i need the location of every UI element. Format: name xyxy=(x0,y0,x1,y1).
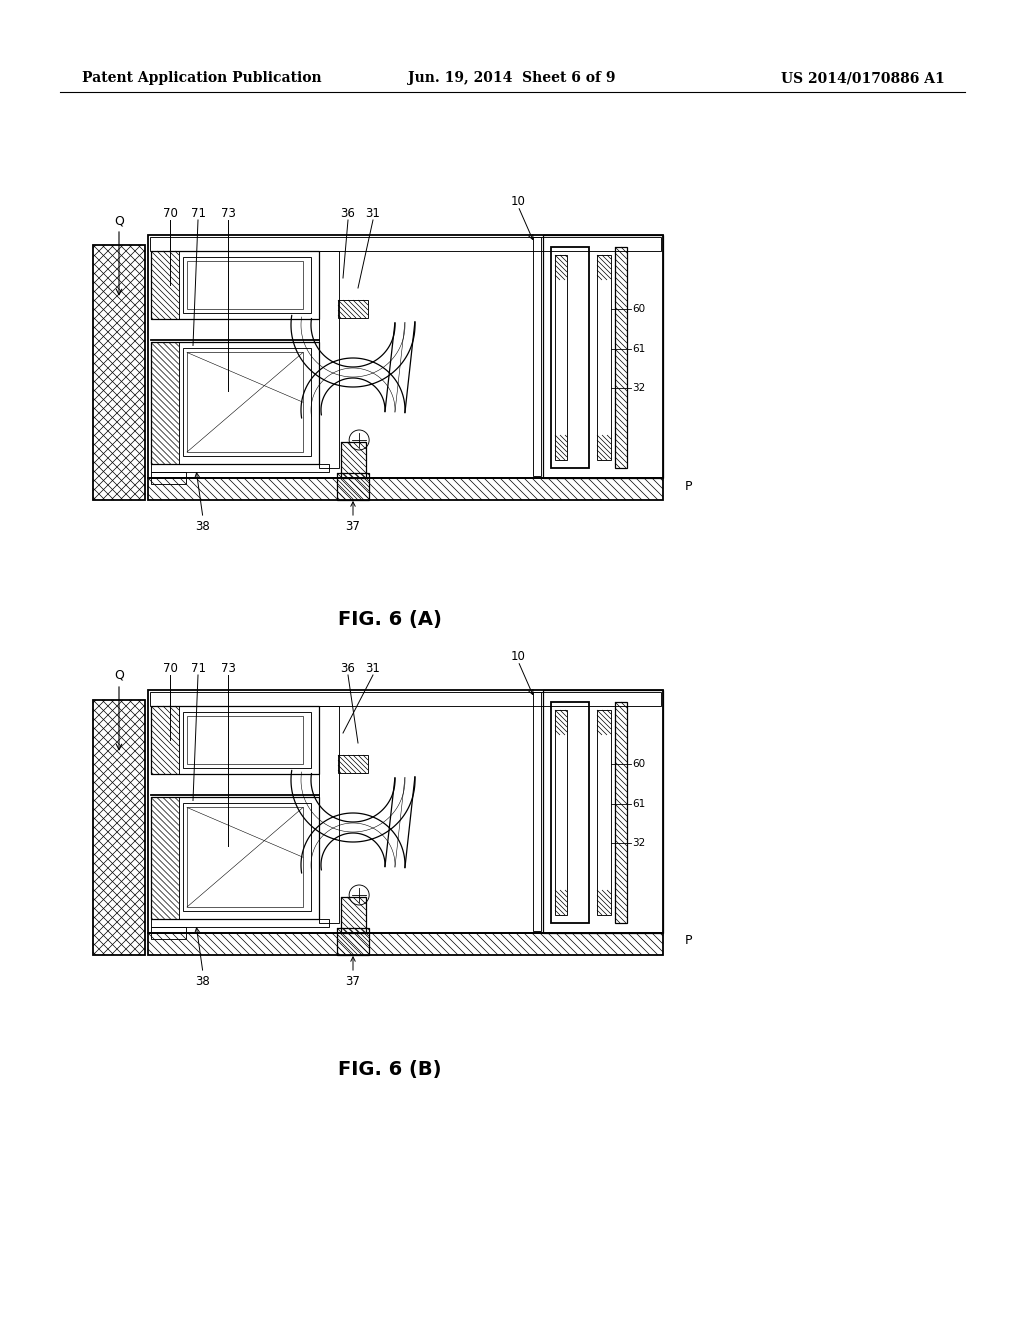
Text: 31: 31 xyxy=(366,207,381,220)
Bar xyxy=(187,261,303,309)
Bar xyxy=(151,919,329,927)
Bar xyxy=(187,808,303,907)
Bar xyxy=(93,700,145,954)
Bar xyxy=(148,235,663,478)
Text: 73: 73 xyxy=(220,207,236,220)
Bar xyxy=(555,255,567,459)
Bar xyxy=(151,342,179,465)
Text: FIG. 6 (A): FIG. 6 (A) xyxy=(338,610,442,630)
Bar xyxy=(338,300,368,318)
Bar xyxy=(534,692,541,931)
Bar xyxy=(597,255,611,459)
Text: FIG. 6 (B): FIG. 6 (B) xyxy=(338,1060,441,1080)
Bar xyxy=(319,251,339,469)
Bar xyxy=(151,706,319,774)
Bar xyxy=(148,933,663,954)
Text: 36: 36 xyxy=(341,207,355,220)
Text: P: P xyxy=(685,479,692,492)
Bar xyxy=(337,473,369,500)
Bar xyxy=(151,465,329,473)
Bar xyxy=(93,246,145,500)
Bar xyxy=(615,247,627,469)
Bar xyxy=(151,927,186,939)
Text: P: P xyxy=(685,935,692,948)
Bar xyxy=(150,692,662,706)
Text: Jun. 19, 2014  Sheet 6 of 9: Jun. 19, 2014 Sheet 6 of 9 xyxy=(409,71,615,84)
Text: 71: 71 xyxy=(190,663,206,675)
Text: 37: 37 xyxy=(345,520,360,533)
Bar xyxy=(183,348,311,455)
Text: Patent Application Publication: Patent Application Publication xyxy=(82,71,322,84)
Bar xyxy=(187,715,303,764)
Bar xyxy=(151,797,179,919)
Text: Q: Q xyxy=(114,669,124,682)
Text: 71: 71 xyxy=(190,207,206,220)
Bar xyxy=(337,928,369,954)
Bar xyxy=(183,711,311,768)
Text: 70: 70 xyxy=(163,663,177,675)
Bar xyxy=(151,706,179,774)
Text: 32: 32 xyxy=(632,838,645,849)
Bar xyxy=(187,352,303,451)
Bar xyxy=(534,238,541,477)
Text: 37: 37 xyxy=(345,975,360,987)
Bar xyxy=(183,804,311,911)
Text: Q: Q xyxy=(114,214,124,227)
Bar xyxy=(151,342,319,465)
Bar xyxy=(597,710,611,915)
Bar xyxy=(183,257,311,313)
Text: 10: 10 xyxy=(511,195,525,209)
Bar xyxy=(151,251,319,319)
Bar xyxy=(148,478,663,500)
Bar xyxy=(319,706,339,923)
Bar xyxy=(551,702,589,923)
Text: 60: 60 xyxy=(632,304,645,314)
Bar xyxy=(338,755,368,774)
Bar xyxy=(151,251,179,319)
Bar xyxy=(543,235,663,478)
Text: 61: 61 xyxy=(632,343,645,354)
Bar xyxy=(151,473,186,484)
Text: 38: 38 xyxy=(196,975,210,987)
Text: 10: 10 xyxy=(511,649,525,663)
Bar xyxy=(341,442,366,478)
Bar xyxy=(551,247,589,469)
Text: 38: 38 xyxy=(196,520,210,533)
Bar xyxy=(151,797,319,919)
Text: 36: 36 xyxy=(341,663,355,675)
Bar xyxy=(555,710,567,915)
Text: 61: 61 xyxy=(632,799,645,809)
Bar xyxy=(148,690,663,933)
Text: 31: 31 xyxy=(366,663,381,675)
Bar xyxy=(615,702,627,923)
Bar xyxy=(543,690,663,933)
Text: 60: 60 xyxy=(632,759,645,768)
Text: 70: 70 xyxy=(163,207,177,220)
Text: 32: 32 xyxy=(632,383,645,393)
Bar xyxy=(150,238,662,251)
Text: US 2014/0170886 A1: US 2014/0170886 A1 xyxy=(781,71,945,84)
Bar xyxy=(341,898,366,933)
Text: 73: 73 xyxy=(220,663,236,675)
